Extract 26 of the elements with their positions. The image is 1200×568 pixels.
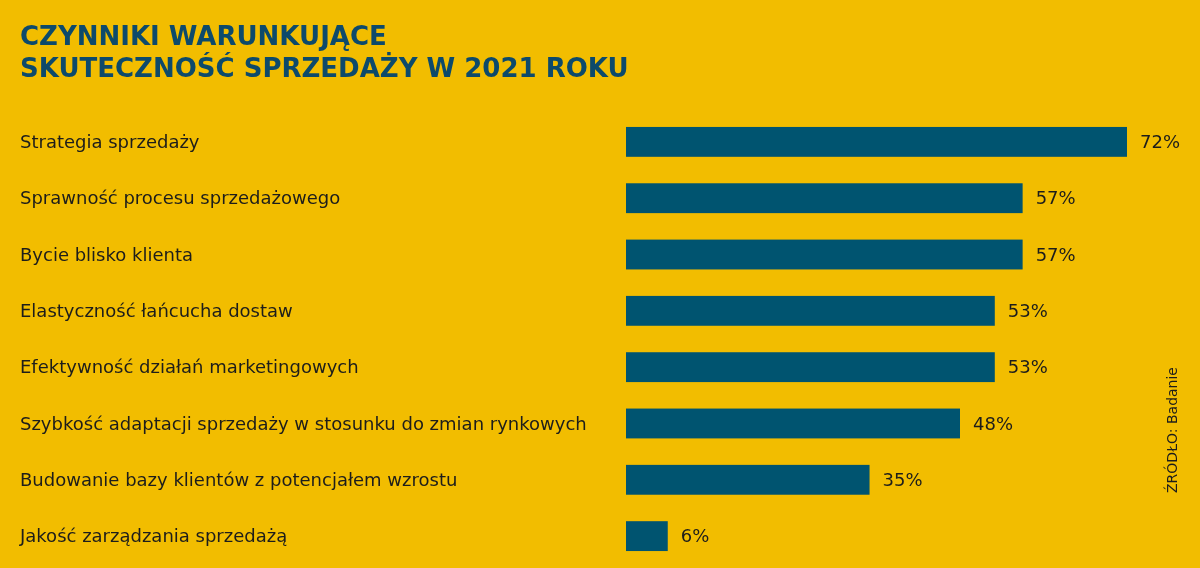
data-label: 57% — [1035, 243, 1076, 265]
y-tick-label: Elastyczność łańcucha dostaw — [20, 300, 293, 322]
y-tick-label: Bycie blisko klienta — [20, 243, 194, 265]
bar — [626, 521, 668, 552]
y-tick-label: Budowanie bazy klientów z potencjałem wzrostu — [20, 469, 458, 491]
y-tick-label: Strategia sprzedaży — [20, 131, 200, 153]
bar — [626, 464, 870, 495]
bar — [626, 295, 995, 326]
data-label: 35% — [882, 469, 923, 491]
data-label: 53% — [1007, 300, 1048, 322]
y-tick-label: Efektywność działań marketingowych — [20, 356, 359, 378]
bar — [626, 239, 1023, 270]
data-label: 53% — [1007, 356, 1048, 378]
bar — [626, 183, 1023, 214]
y-tick-label: Szybkość adaptacji sprzedaży w stosunku do zmian rynkowych — [20, 412, 587, 434]
y-tick-label: Jakość zarządzania sprzedażą — [19, 525, 288, 547]
y-tick-label: Sprawność procesu sprzedażowego — [20, 187, 341, 209]
data-label: 72% — [1140, 131, 1181, 153]
data-label: 48% — [973, 412, 1014, 434]
bar — [626, 126, 1127, 157]
text: ŹRÓDŁO: Badanie — [1163, 367, 1180, 493]
data-label: 57% — [1035, 187, 1076, 209]
data-label: 6% — [680, 525, 710, 547]
bar — [626, 352, 995, 383]
bar — [626, 408, 960, 439]
text: CZYNNIKI WARUNKUJĄCE SKUTECZNOŚĆ SPRZEDAŻY W 2021 ROKU — [20, 21, 629, 83]
